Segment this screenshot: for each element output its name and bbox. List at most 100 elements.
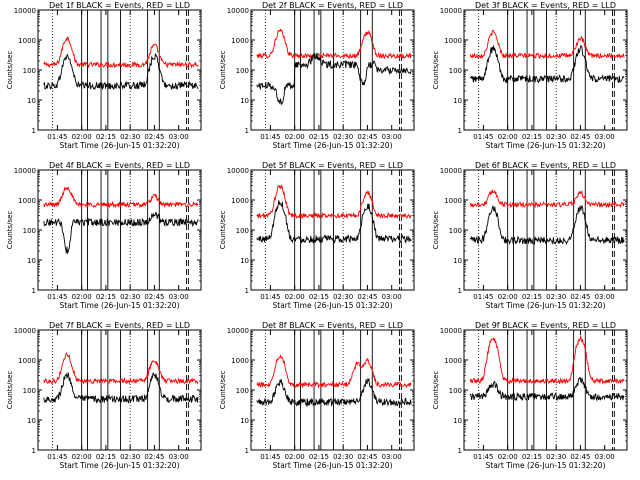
chart-title: Det 7f BLACK = Events, RED = LLD [49, 321, 190, 330]
x-tick-label: 02:45 [144, 453, 164, 461]
lld-series-line [43, 36, 199, 69]
x-tick-label: 01:45 [473, 453, 493, 461]
y-tick-label: 100 [236, 227, 249, 235]
y-tick-label: 10000 [227, 327, 249, 335]
y-tick-label: 1000 [444, 37, 462, 45]
x-tick-label: 01:45 [473, 133, 493, 141]
y-tick-label: 10 [27, 257, 36, 265]
x-tick-label: 01:45 [47, 133, 67, 141]
x-axis-label: Start Time (26-Jun-15 01:32:20) [60, 141, 180, 150]
events-series-line [469, 45, 625, 84]
y-tick-label: 10 [240, 417, 249, 425]
x-axis-label: Start Time (26-Jun-15 01:32:20) [60, 461, 180, 470]
x-tick-label: 03:00 [382, 293, 402, 301]
detector-panel-6: Det 6f BLACK = Events, RED = LLD 1 10 100 10… [432, 161, 628, 310]
y-tick-label: 10 [453, 257, 462, 265]
y-axis-label: Counts/sec [432, 211, 440, 250]
x-tick-label: 03:00 [595, 133, 615, 141]
x-tick-label: 02:15 [96, 453, 116, 461]
x-tick-label: 03:00 [382, 453, 402, 461]
x-axis-label: Start Time (26-Jun-15 01:32:20) [486, 301, 606, 310]
y-axis-label: Counts/sec [6, 211, 14, 250]
y-tick-label: 10 [453, 417, 462, 425]
lld-series-line [469, 29, 625, 60]
y-tick-label: 10000 [227, 7, 249, 15]
x-tick-label: 02:45 [570, 133, 590, 141]
x-tick-label: 01:45 [260, 453, 280, 461]
y-tick-label: 10000 [14, 327, 36, 335]
events-series-line [469, 204, 625, 246]
x-tick-label: 02:30 [333, 133, 353, 141]
y-tick-label: 1 [458, 447, 462, 455]
lld-series-line [43, 352, 199, 385]
y-tick-label: 1 [245, 447, 249, 455]
x-tick-label: 02:15 [309, 133, 329, 141]
y-axis-label: Counts/sec [6, 371, 14, 410]
x-tick-label: 01:45 [47, 453, 67, 461]
lld-series-line [256, 28, 412, 60]
y-tick-label: 100 [449, 227, 462, 235]
x-axis-label: Start Time (26-Jun-15 01:32:20) [273, 461, 393, 470]
y-tick-label: 10000 [440, 327, 462, 335]
plot-frame [37, 329, 202, 451]
x-tick-label: 02:00 [285, 293, 305, 301]
chart-title: Det 1f BLACK = Events, RED = LLD [49, 1, 190, 10]
detector-panel-1: Det 1f BLACK = Events, RED = LLD 1 10 100 10… [6, 1, 202, 150]
x-axis-label: Start Time (26-Jun-15 01:32:20) [486, 461, 606, 470]
x-tick-label: 02:45 [144, 293, 164, 301]
x-tick-label: 02:30 [120, 453, 140, 461]
x-tick-label: 02:00 [285, 453, 305, 461]
lld-series-line [469, 188, 625, 209]
detector-panel-4: Det 4f BLACK = Events, RED = LLD 1 10 100 10… [6, 161, 202, 310]
x-tick-label: 02:15 [522, 133, 542, 141]
x-tick-label: 02:30 [333, 453, 353, 461]
x-tick-label: 02:15 [96, 293, 116, 301]
y-tick-label: 10000 [440, 167, 462, 175]
x-tick-label: 02:15 [96, 133, 116, 141]
x-tick-label: 02:45 [570, 453, 590, 461]
y-tick-label: 1000 [18, 197, 36, 205]
lld-series-line [256, 353, 412, 389]
y-tick-label: 10 [240, 97, 249, 105]
x-tick-label: 02:15 [522, 293, 542, 301]
lld-series-line [43, 186, 199, 209]
x-tick-label: 03:00 [169, 293, 189, 301]
x-axis-label: Start Time (26-Jun-15 01:32:20) [486, 141, 606, 150]
y-tick-label: 100 [449, 67, 462, 75]
x-tick-label: 02:45 [357, 293, 377, 301]
chart-title: Det 9f BLACK = Events, RED = LLD [475, 321, 616, 330]
plot-frame [250, 169, 415, 291]
y-tick-label: 1 [458, 287, 462, 295]
x-tick-label: 03:00 [169, 133, 189, 141]
plot-frame [463, 169, 628, 291]
chart-title: Det 4f BLACK = Events, RED = LLD [49, 161, 190, 170]
y-tick-label: 100 [449, 387, 462, 395]
chart-title: Det 3f BLACK = Events, RED = LLD [475, 1, 616, 10]
x-tick-label: 01:45 [47, 293, 67, 301]
x-tick-label: 02:30 [546, 293, 566, 301]
x-tick-label: 02:45 [357, 133, 377, 141]
x-tick-label: 01:45 [473, 293, 493, 301]
y-axis-label: Counts/sec [432, 371, 440, 410]
chart-title: Det 6f BLACK = Events, RED = LLD [475, 161, 616, 170]
y-tick-label: 100 [236, 387, 249, 395]
x-tick-label: 02:30 [333, 293, 353, 301]
x-tick-label: 01:45 [260, 133, 280, 141]
y-tick-label: 10 [27, 97, 36, 105]
x-tick-label: 02:30 [120, 293, 140, 301]
y-tick-label: 1000 [231, 197, 249, 205]
y-axis-label: Counts/sec [219, 51, 227, 90]
y-tick-label: 100 [23, 67, 36, 75]
x-tick-label: 02:00 [498, 453, 518, 461]
y-tick-label: 1000 [18, 357, 36, 365]
y-tick-label: 1000 [444, 357, 462, 365]
x-tick-label: 02:30 [120, 133, 140, 141]
chart-title: Det 2f BLACK = Events, RED = LLD [262, 1, 403, 10]
x-tick-label: 02:30 [546, 133, 566, 141]
detector-panel-9: Det 9f BLACK = Events, RED = LLD 1 10 100 10… [432, 321, 628, 470]
plot-frame [37, 9, 202, 131]
x-tick-label: 03:00 [595, 293, 615, 301]
detector-panel-5: Det 5f BLACK = Events, RED = LLD 1 10 100 10… [219, 161, 415, 310]
x-tick-label: 02:00 [72, 133, 92, 141]
